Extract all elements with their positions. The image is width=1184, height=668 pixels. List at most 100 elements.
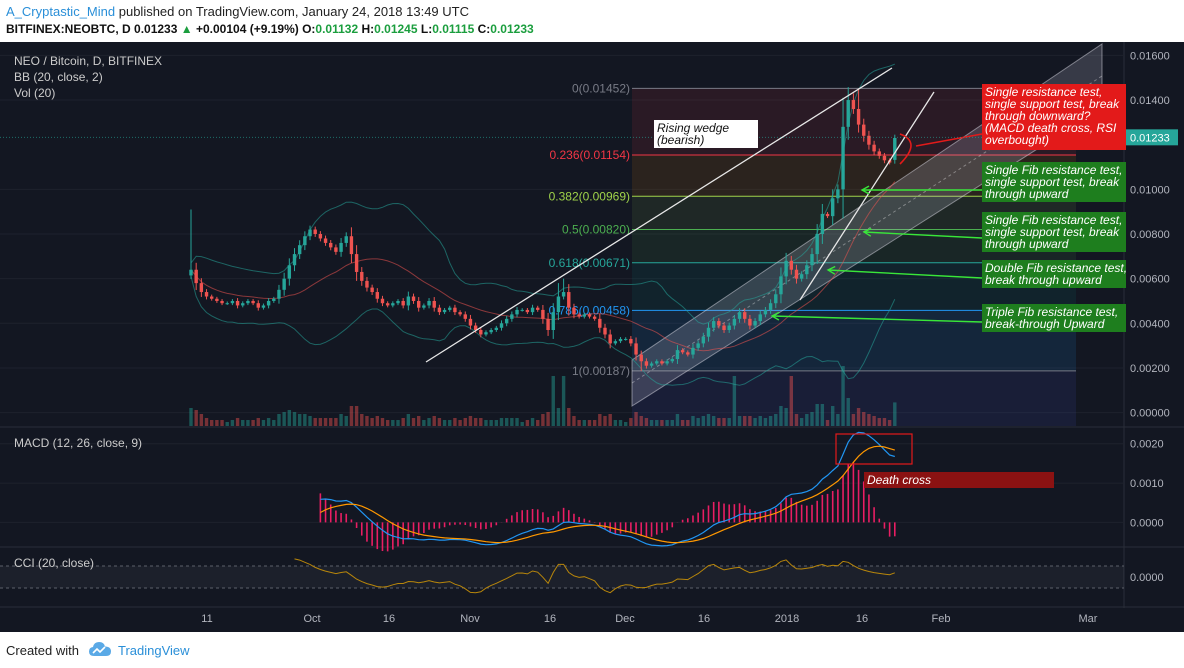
chart-header: A_Cryptastic_Mind published on TradingVi… [0, 0, 1184, 42]
candle-body [603, 327, 607, 335]
volume-bar [867, 414, 871, 426]
fib-level-label: 0.236(0.01154) [549, 148, 630, 162]
volume-bar [313, 418, 317, 426]
candle-body [448, 307, 452, 310]
candle-body [422, 305, 426, 308]
candle-body [753, 321, 757, 326]
candle-body [696, 343, 700, 348]
note-line: through upward [985, 237, 1069, 251]
candle-body [235, 300, 240, 306]
author-link[interactable]: A_Cryptastic_Mind [6, 4, 116, 19]
volume-bar [442, 420, 447, 426]
volume-bar [235, 418, 240, 426]
note-line: single support test, break [985, 175, 1120, 189]
created-with-text: Created with [6, 643, 79, 658]
high-label: H: [361, 22, 375, 36]
time-axis-label: 16 [544, 613, 556, 625]
candle-body [867, 135, 871, 145]
volume-bar [831, 406, 835, 426]
candle-body [608, 334, 612, 344]
open-value: 0.01132 [315, 22, 359, 36]
tradingview-brand-link[interactable]: TradingView [118, 643, 190, 658]
candle-body [344, 236, 348, 243]
volume-bar [380, 418, 385, 426]
candle-body [644, 361, 649, 366]
candle-body [230, 300, 235, 304]
candle-body [432, 300, 436, 308]
volume-bar [561, 376, 566, 426]
note-line: through upward [985, 187, 1069, 201]
candle-body [732, 318, 737, 326]
volume-bar [686, 420, 690, 426]
volume-bar [437, 418, 442, 426]
candle-body [613, 341, 618, 344]
volume-bar [732, 376, 737, 426]
volume-bar [318, 418, 323, 426]
volume-bar [282, 412, 286, 426]
candle-body [375, 292, 379, 299]
volume-bar [810, 412, 814, 426]
volume-bar [210, 420, 214, 426]
chart-canvas[interactable]: 0(0.01452) 0.236(0.01154) 0.382(0.00969) 0.… [0, 42, 1184, 632]
candle-body [722, 325, 726, 330]
candle-body [582, 314, 586, 317]
volume-bar [339, 414, 343, 426]
volume-bar [825, 420, 830, 426]
candle-body [686, 352, 690, 355]
macd-legend: MACD (12, 26, close, 9) [14, 436, 143, 450]
volume-bar [696, 418, 700, 426]
candle-body [691, 347, 695, 355]
volume-bar [820, 404, 825, 426]
volume-bar [629, 418, 633, 426]
candle-body [261, 305, 266, 308]
volume-bar [639, 416, 643, 426]
candle-body [592, 316, 597, 319]
volume-bar [422, 420, 426, 426]
volume-bar [241, 420, 245, 426]
volume-bar [613, 420, 618, 426]
candle-body [458, 312, 462, 315]
volume-bar [789, 376, 793, 426]
candle-body [856, 108, 861, 125]
note-line: Single Fib resistance test, [985, 213, 1123, 227]
candle-body [882, 155, 887, 161]
volume-bar [272, 420, 276, 426]
support-arrowhead [862, 227, 872, 237]
volume-bar [463, 418, 467, 426]
price-change: +0.00104 (+9.19%) [195, 22, 299, 36]
candle-body [473, 325, 478, 330]
death-cross-highlight [835, 433, 913, 465]
candle-body [711, 321, 716, 328]
cci-axis-label: 0.0000 [1130, 572, 1164, 584]
note-line: (MACD death cross, RSI [985, 121, 1117, 135]
candle-body [556, 296, 561, 313]
candle-body [297, 245, 302, 255]
candle-body [717, 321, 721, 326]
volume-bar [334, 418, 338, 426]
note-line: Single Fib resistance test, [985, 163, 1123, 177]
volume-bar [194, 410, 198, 426]
candle-body [442, 309, 447, 313]
volume-bar [349, 406, 354, 426]
note-line: (bearish) [657, 133, 705, 147]
candle-body [256, 303, 260, 308]
breakdown-arrow [915, 133, 983, 147]
volume-bar [748, 416, 752, 426]
volume-bar [618, 420, 623, 426]
volume-bar [846, 398, 850, 426]
candle-body [618, 338, 623, 342]
candle-body [779, 276, 783, 295]
candle-body [572, 307, 576, 315]
breakdown-arc [899, 133, 912, 165]
note-line: single support test, break [985, 97, 1120, 111]
note-line: Single resistance test, [985, 85, 1103, 99]
volume-bar [354, 406, 359, 426]
time-axis-label: Nov [460, 613, 480, 625]
volume-bar [385, 420, 390, 426]
volume-bar [670, 420, 674, 426]
last-price: 0.01233 [134, 22, 178, 36]
volume-bar [391, 420, 395, 426]
candle-body [241, 303, 245, 306]
volume-bar [691, 416, 695, 426]
volume-bar [375, 416, 379, 426]
